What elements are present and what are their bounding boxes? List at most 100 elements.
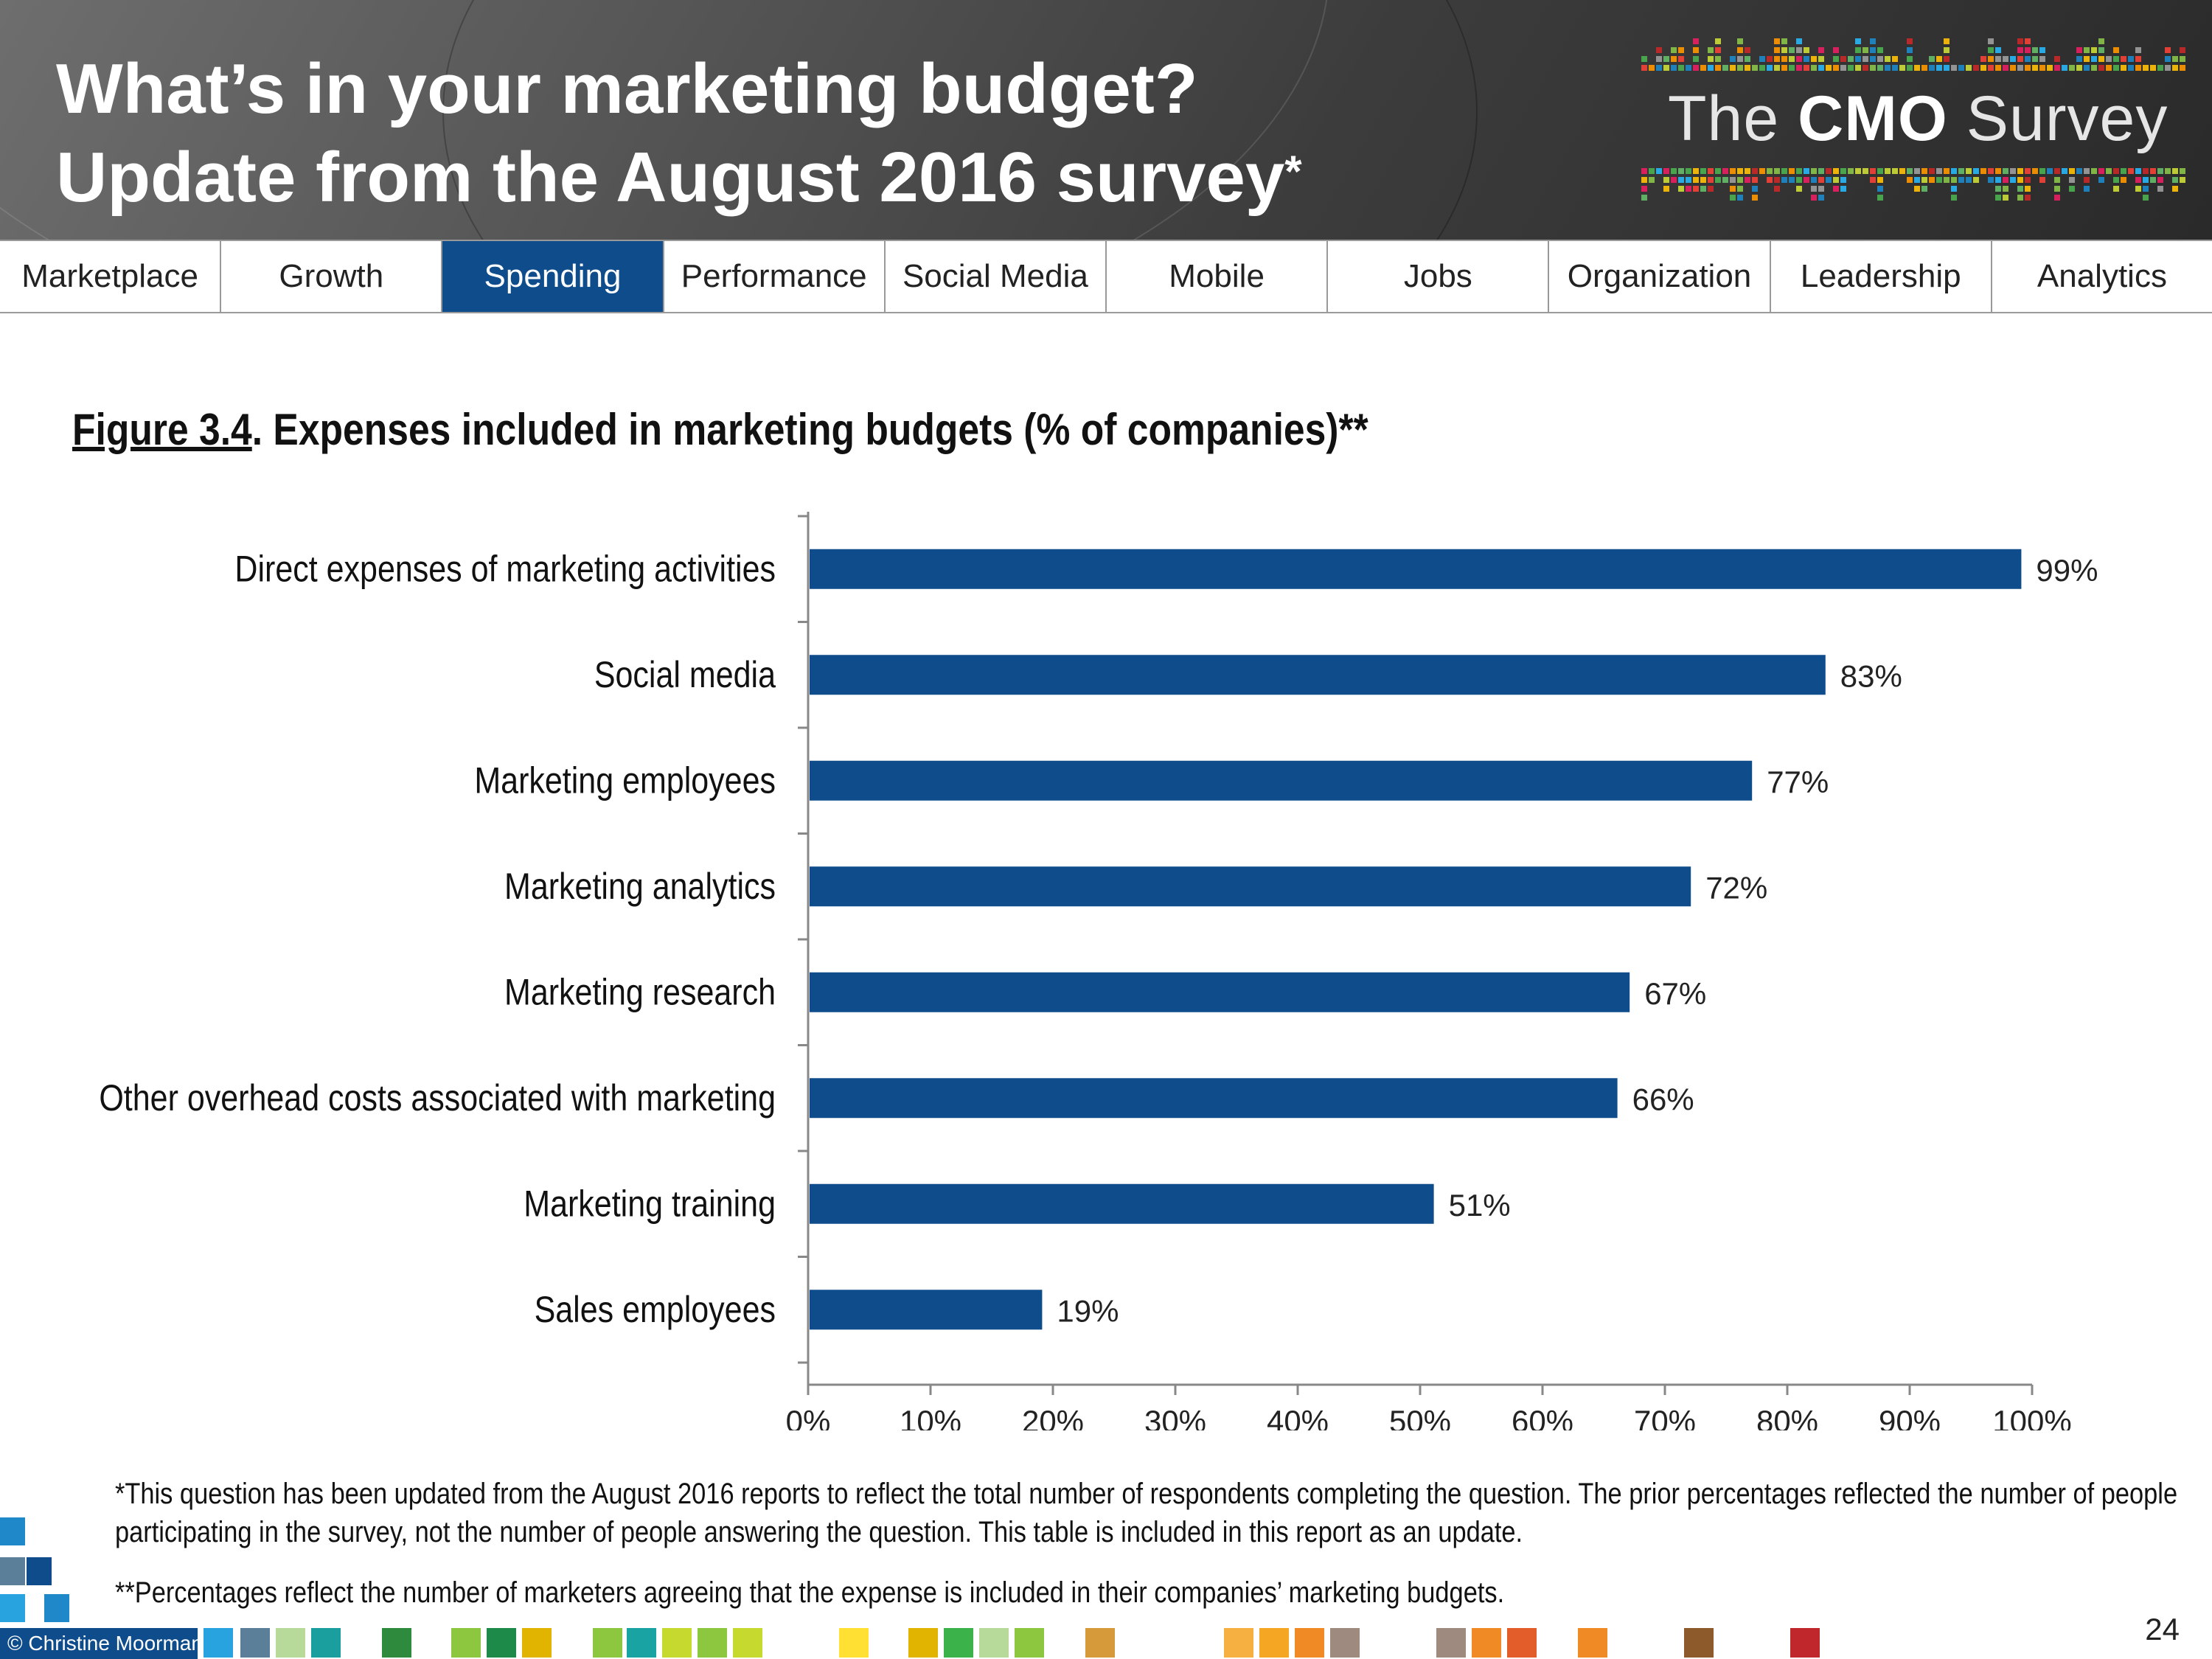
bar-value-label: 66% [1632,1082,1694,1116]
logo-pixel [1781,56,1787,62]
logo-pixel [1921,65,1927,71]
logo-pixel [1678,177,1684,183]
logo-pixel [2128,168,2134,174]
logo-pixel [1804,168,1809,174]
logo-pixel [1641,56,1647,62]
logo-pixel [1944,65,1950,71]
logo-pixel [1781,38,1787,44]
logo-pixel [2017,47,2023,53]
logo-pixel [1966,177,1972,183]
tab-organization[interactable]: Organization [1549,241,1770,312]
tab-analytics[interactable]: Analytics [1992,241,2212,312]
logo-pixel [1656,168,1662,174]
logo-pixel [1840,65,1846,71]
footer-color-square [204,1628,233,1658]
logo-pixel [1789,168,1795,174]
logo-pixel [1951,168,1957,174]
logo-pixel [2113,186,2119,192]
logo-pixel [1988,177,1994,183]
logo-pixel [1656,47,1662,53]
logo-pixel [1995,56,2001,62]
logo-pixel [2039,47,2045,53]
tab-leadership[interactable]: Leadership [1771,241,1992,312]
logo-pixel [1759,168,1765,174]
logo-pixel [2121,177,2126,183]
logo-pixel [1855,65,1861,71]
logo-pixel [1804,47,1809,53]
logo-pixel [2121,56,2126,62]
logo-pixel [2017,186,2023,192]
logo-pixel [2047,168,2053,174]
logo-pixel [1752,195,1758,201]
logo-pixel [1988,56,1994,62]
tab-mobile[interactable]: Mobile [1107,241,1328,312]
logo-pixel [1663,186,1669,192]
tab-growth[interactable]: Growth [221,241,442,312]
logo-pixel [2003,56,2008,62]
logo-pixel [2039,177,2045,183]
category-label: Marketing research [504,972,776,1013]
logo-pixel [2098,168,2104,174]
logo-pixel [1671,56,1677,62]
x-tick-label: 40% [1267,1404,1329,1430]
logo-pixel [1811,177,1817,183]
footer-color-square [1436,1628,1466,1658]
logo-pixel [1767,56,1773,62]
logo-pixel [1700,65,1706,71]
header-banner: What’s in your marketing budget? Update … [0,0,2212,240]
logo-pixel [2084,65,2090,71]
logo-pixel [1737,38,1743,44]
tab-jobs[interactable]: Jobs [1328,241,1549,312]
logo-pixel [1929,65,1935,71]
tab-performance[interactable]: Performance [664,241,886,312]
footer-color-square [1295,1628,1324,1658]
logo-pixel [2039,168,2045,174]
logo-pixel [2062,168,2067,174]
section-nav: Marketplace Growth Spending Performance Soci… [0,240,2212,313]
tab-spending[interactable]: Spending [442,241,664,312]
logo-pixel [1796,65,1802,71]
logo-pixel [2076,65,2082,71]
logo-pixel [1804,65,1809,71]
tab-marketplace[interactable]: Marketplace [0,241,221,312]
logo-pixel [2113,65,2119,71]
logo-pixel [1715,56,1721,62]
logo-pixel [2076,168,2082,174]
corner-color-square [27,1557,52,1585]
logo-pixel [1892,168,1898,174]
corner-color-square [0,1557,25,1585]
logo-pixel [1759,56,1765,62]
logo-pixel [2032,168,2038,174]
logo-pixel [2032,56,2038,62]
logo-pixel [1995,177,2001,183]
logo-pixel [1988,47,1994,53]
logo-pixel [1796,186,1802,192]
logo-pixel [2098,47,2104,53]
logo-pixel [1988,65,1994,71]
logo-pixel [1907,177,1913,183]
logo-pixel [1708,56,1714,62]
logo-pixel [1656,56,1662,62]
logo-pixel [1722,65,1728,71]
logo-pixel [2135,56,2141,62]
bar [810,761,1752,801]
logo-pixel [2135,65,2141,71]
tab-social-media[interactable]: Social Media [886,241,1107,312]
logo-pixel [1855,56,1861,62]
category-label: Other overhead costs associated with mar… [99,1077,776,1119]
logo-pixel [1973,168,1979,174]
logo-pixel [1811,56,1817,62]
logo-pixel [1966,65,1972,71]
logo-pixel [1863,47,1868,53]
logo-pixel [1840,177,1846,183]
logo-pixel [1700,177,1706,183]
logo-pixel [1796,47,1802,53]
logo-pixel [1641,186,1647,192]
logo-pixel [1678,56,1684,62]
footer-color-square [1790,1628,1820,1658]
bar [810,1290,1042,1329]
logo-pixel [1951,186,1957,192]
footer-color-square [1684,1628,1714,1658]
logo-pixel [1671,168,1677,174]
logo-pixel [1818,195,1824,201]
